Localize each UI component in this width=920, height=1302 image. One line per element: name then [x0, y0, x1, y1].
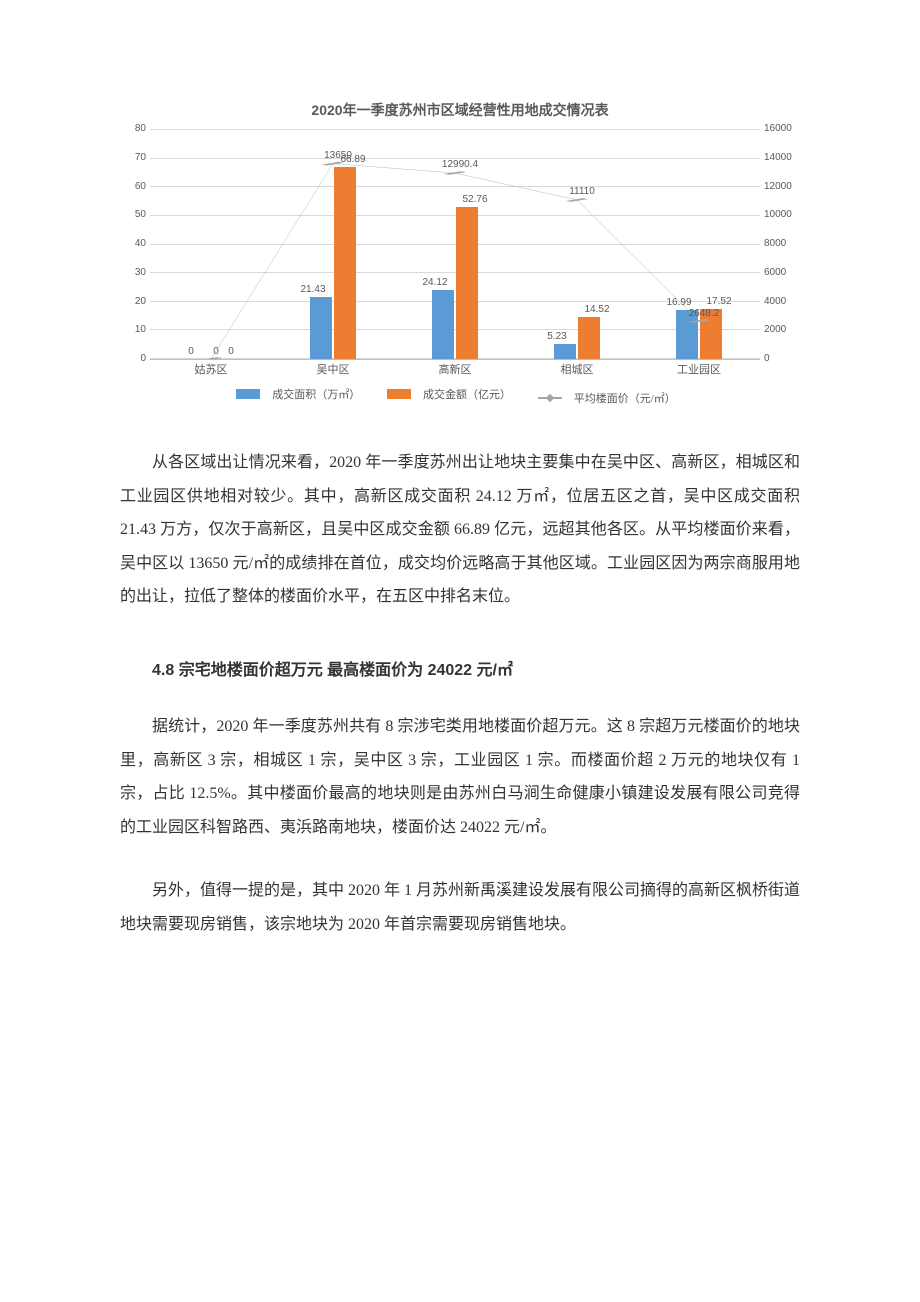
y-right-tick: 14000 [764, 152, 798, 163]
y-left-tick: 70 [122, 152, 146, 163]
bar-area [310, 297, 332, 359]
y-right-tick: 2000 [764, 324, 798, 335]
chart-group: 21.4366.89吴中区 [272, 130, 394, 359]
bar-label-amount: 52.76 [455, 194, 495, 205]
chart-group: 00姑苏区 [150, 130, 272, 359]
section-heading-floor-price: 4.8 宗宅地楼面价超万元 最高楼面价为 24022 元/㎡ [120, 656, 800, 680]
bar-label-amount: 17.52 [699, 296, 739, 307]
y-right-tick: 8000 [764, 238, 798, 249]
chart-group: 5.2314.52相城区 [516, 130, 638, 359]
y-right-tick: 0 [764, 353, 798, 364]
y-left-tick: 20 [122, 296, 146, 307]
bar-label-area: 24.12 [415, 277, 455, 288]
x-axis-label: 工业园区 [638, 361, 760, 377]
y-right-tick: 12000 [764, 181, 798, 192]
line-point-label: 12990.4 [435, 159, 485, 170]
line-point-label: 0 [191, 346, 241, 357]
line-point-label: 2648.2 [679, 308, 729, 319]
y-right-tick: 10000 [764, 209, 798, 220]
bar-label-amount: 14.52 [577, 304, 617, 315]
y-left-tick: 10 [122, 324, 146, 335]
legend-item-price: 平均楼面价（元/㎡） [538, 390, 684, 406]
bar-area [432, 290, 454, 359]
y-left-tick: 40 [122, 238, 146, 249]
legend-item-amount: 成交金额（亿元） [387, 386, 519, 402]
chart-title: 2020年一季度苏州市区域经营性用地成交情况表 [120, 100, 800, 120]
chart-group: 16.9917.52工业园区 [638, 130, 760, 359]
bar-amount [578, 317, 600, 359]
paragraph-floor-price-stats: 据统计，2020 年一季度苏州共有 8 宗涉宅类用地楼面价超万元。这 8 宗超万… [120, 710, 800, 844]
chart-plot-area: 0102030405060708002000400060008000100001… [120, 130, 800, 406]
district-land-chart: 2020年一季度苏州市区域经营性用地成交情况表 0 10 20 30 40 50 60 70 8… [120, 100, 800, 406]
y-right-tick: 6000 [764, 267, 798, 278]
chart-legend: 成交面积（万㎡） 成交金额（亿元） 平均楼面价（元/㎡） [120, 386, 800, 406]
x-axis-label: 高新区 [394, 361, 516, 377]
paragraph-additional-note: 另外，值得一提的是，其中 2020 年 1 月苏州新禹溪建设发展有限公司摘得的高… [120, 874, 800, 941]
line-point-label: 11110 [557, 186, 607, 197]
bar-label-area: 16.99 [659, 297, 699, 308]
legend-item-area: 成交面积（万㎡） [236, 386, 368, 402]
y-right-tick: 16000 [764, 123, 798, 134]
bar-amount [456, 207, 478, 359]
x-axis-label: 姑苏区 [150, 361, 272, 377]
x-axis-label: 相城区 [516, 361, 638, 377]
y-left-tick: 80 [122, 123, 146, 134]
y-left-tick: 60 [122, 181, 146, 192]
y-left-tick: 50 [122, 209, 146, 220]
y-left-tick: 0 [122, 353, 146, 364]
paragraph-regional-analysis: 从各区域出让情况来看，2020 年一季度苏州出让地块主要集中在吴中区、高新区，相… [120, 446, 800, 614]
bar-amount [334, 167, 356, 359]
bar-area [554, 344, 576, 359]
line-point-label: 13650 [313, 150, 363, 161]
bar-label-area: 5.23 [537, 331, 577, 342]
y-left-tick: 30 [122, 267, 146, 278]
x-axis-label: 吴中区 [272, 361, 394, 377]
bar-label-area: 21.43 [293, 284, 333, 295]
y-right-tick: 4000 [764, 296, 798, 307]
